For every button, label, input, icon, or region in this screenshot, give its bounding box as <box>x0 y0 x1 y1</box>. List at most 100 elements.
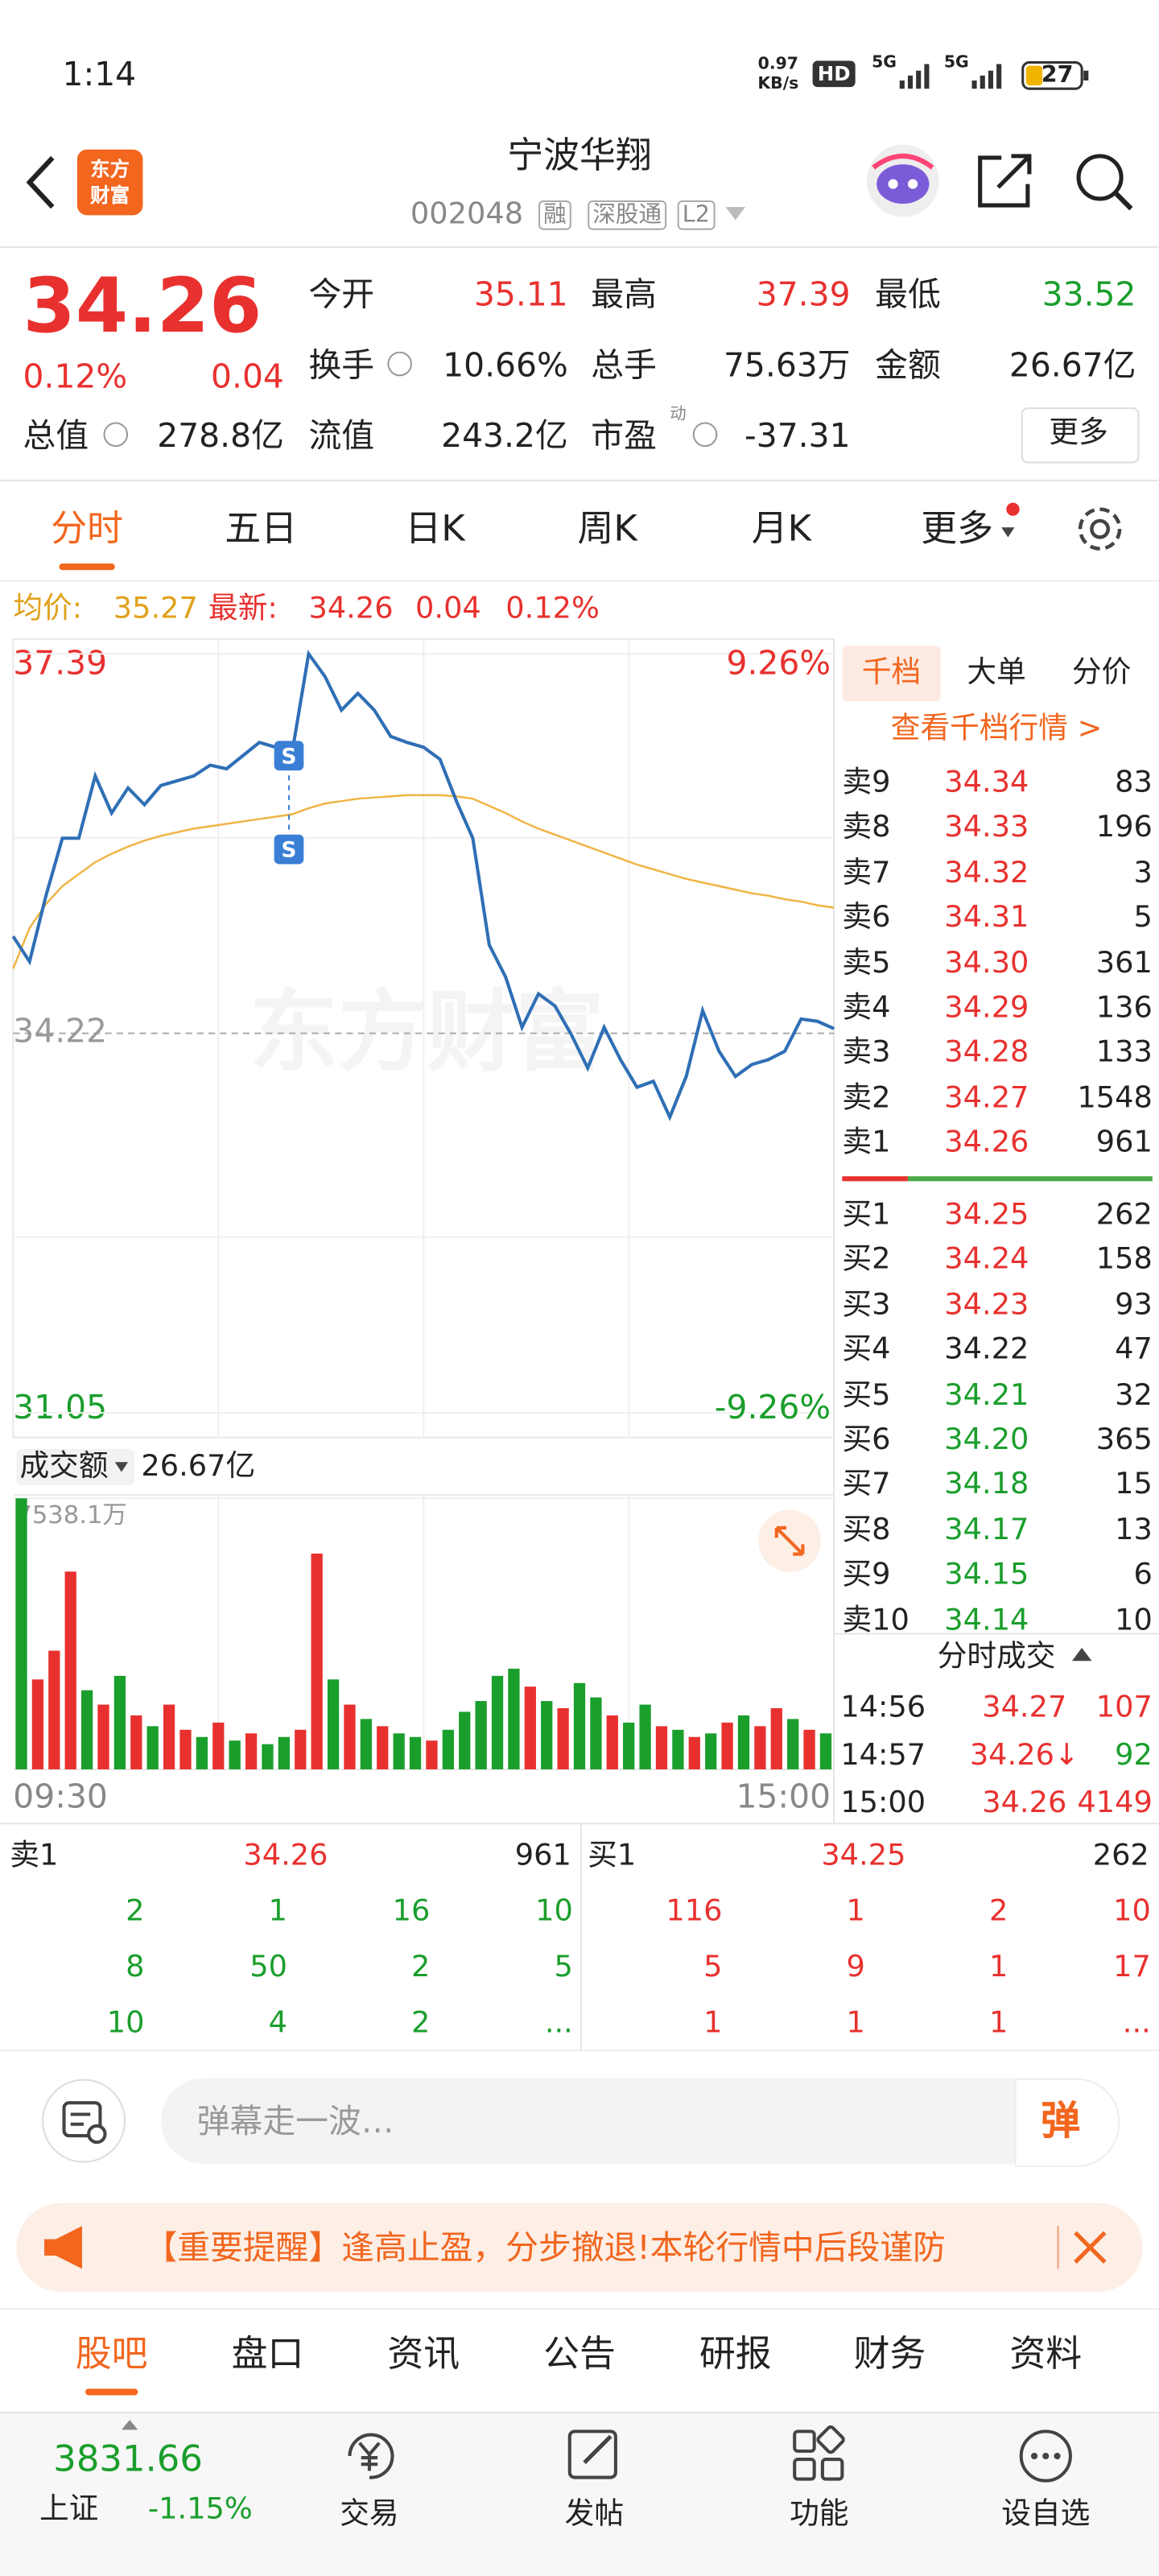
volume-bar <box>377 1726 389 1769</box>
tab-active[interactable]: 分时 <box>51 509 123 551</box>
queue-order: 10 <box>106 2005 145 2041</box>
tab[interactable]: 周K <box>577 509 637 551</box>
volume-bar <box>15 1498 27 1769</box>
signal-marker[interactable] <box>274 834 304 865</box>
book-price: 34.27 <box>944 1080 1029 1116</box>
book-price: 34.32 <box>944 855 1029 890</box>
orderbook-tab[interactable]: 千档 <box>861 655 922 691</box>
orderbook-tab[interactable]: 分价 <box>1071 655 1132 691</box>
volume-bar <box>705 1733 717 1769</box>
info-icon[interactable] <box>387 351 412 377</box>
nav-item[interactable]: 设自选 <box>1001 2497 1091 2532</box>
volume-bar <box>754 1726 766 1769</box>
field-label: 总手 <box>591 345 657 385</box>
volume-bar <box>426 1740 438 1769</box>
trade-icon[interactable] <box>336 2423 402 2489</box>
volume-selector[interactable] <box>16 1448 135 1485</box>
settings-button[interactable] <box>1072 501 1128 556</box>
danmaku-label[interactable]: 弹 <box>1041 2098 1081 2145</box>
orderbook-link[interactable]: 查看千档行情 > <box>890 711 1103 746</box>
comment-input[interactable] <box>160 2078 1116 2164</box>
book-price: 34.15 <box>944 1558 1029 1592</box>
book-price: 34.28 <box>944 1035 1029 1071</box>
trade-volume: 4149 <box>1077 1785 1153 1821</box>
volume-bar <box>245 1733 258 1769</box>
volume-total: 26.67亿 <box>141 1448 255 1483</box>
book-price: 34.23 <box>944 1287 1029 1323</box>
info-icon[interactable] <box>692 422 718 448</box>
notice-text[interactable]: 【重要提醒】逢高止盈，分步撤退!本轮行情中后段谨防 <box>144 2227 946 2268</box>
dropdown-icon[interactable] <box>722 204 749 223</box>
book-label: 买1 <box>842 1197 891 1232</box>
notice-bar[interactable] <box>16 2202 1143 2292</box>
comment-settings[interactable] <box>39 2077 128 2165</box>
volume-bar <box>459 1711 471 1769</box>
comment-placeholder[interactable]: 弹幕走一波… <box>196 2101 394 2141</box>
bottom-tab[interactable]: 资料 <box>1009 2334 1083 2376</box>
index-value[interactable]: 3831.66 <box>53 2439 203 2481</box>
queue-order: 10 <box>535 1894 573 1929</box>
book-label: 卖1 <box>842 1125 891 1161</box>
tab[interactable]: 日K <box>405 509 465 551</box>
book-volume: 1548 <box>1077 1080 1153 1116</box>
volume-bar <box>31 1679 44 1769</box>
book-label: 卖9 <box>842 766 891 800</box>
share-button[interactable] <box>972 148 1038 214</box>
status-time: 1:14 <box>62 54 137 94</box>
more-label[interactable]: 更多 <box>1049 415 1108 451</box>
volume-bar <box>442 1729 454 1769</box>
book-volume: 361 <box>1095 945 1153 980</box>
collapse-icon[interactable] <box>1070 1645 1094 1664</box>
nav-item[interactable]: 交易 <box>340 2497 399 2532</box>
volume-bar <box>409 1736 422 1769</box>
post-icon[interactable] <box>562 2423 628 2489</box>
watchlist-icon[interactable] <box>1013 2423 1079 2489</box>
bottom-tab[interactable]: 盘口 <box>231 2334 304 2376</box>
tab[interactable]: 月K <box>751 509 812 551</box>
orderbook-tab[interactable]: 大单 <box>967 655 1026 691</box>
y-tick-label: 7538.1万 <box>16 1501 127 1530</box>
pe-mark: 动 <box>670 406 687 424</box>
book-volume: 196 <box>1095 810 1153 845</box>
volume-bar <box>475 1701 487 1769</box>
queue-volume: 262 <box>1092 1838 1149 1873</box>
trade-volume: 92 <box>1115 1738 1153 1773</box>
nav-item[interactable]: 发帖 <box>564 2497 625 2532</box>
bottom-tab[interactable]: 财务 <box>853 2334 926 2376</box>
bottom-tab[interactable]: 公告 <box>543 2334 616 2376</box>
assistant-avatar[interactable] <box>864 142 942 221</box>
book-price: 34.31 <box>944 900 1029 935</box>
danmaku-button[interactable] <box>1014 2078 1120 2167</box>
more-button[interactable] <box>1021 407 1140 464</box>
book-price: 34.26 <box>944 1125 1029 1161</box>
index-pct[interactable]: -1.15% <box>147 2491 253 2527</box>
queue-order: ... <box>1122 2005 1151 2041</box>
info-icon[interactable] <box>103 422 129 448</box>
volume-bar <box>819 1733 832 1769</box>
bottom-tab[interactable]: 研报 <box>699 2334 772 2376</box>
back-button[interactable] <box>16 151 65 217</box>
bottom-tab[interactable]: 资讯 <box>387 2334 460 2376</box>
book-label: 买8 <box>842 1513 891 1548</box>
signal-marker[interactable] <box>274 741 304 771</box>
book-price: 34.20 <box>944 1422 1029 1458</box>
order-queue: 卖1 34.26 961 2 1 16 10 8 50 2 5 10 4 2... 买1 34.25 262 11… <box>0 1827 1159 2050</box>
volume-bar <box>146 1726 159 1769</box>
nav-item[interactable]: 功能 <box>790 2497 849 2532</box>
volume-bar <box>606 1715 618 1769</box>
field-value: 26.67亿 <box>1008 345 1136 385</box>
queue-order: 1 <box>989 2005 1008 2041</box>
y-tick-label: 31.05 <box>13 1388 107 1426</box>
index-name[interactable]: 上证 <box>39 2491 99 2527</box>
tab[interactable]: 五日 <box>225 509 298 551</box>
bottom-tab[interactable]: 股吧 <box>75 2334 148 2376</box>
volume-bar <box>97 1704 109 1769</box>
volume-bar <box>393 1733 405 1769</box>
search-button[interactable] <box>1070 148 1136 214</box>
tab[interactable]: 更多 <box>921 509 994 551</box>
close-button[interactable] <box>1070 2227 1110 2267</box>
tag: 深股通 <box>588 200 667 230</box>
function-icon[interactable] <box>786 2423 852 2489</box>
book-label: 买3 <box>842 1287 891 1323</box>
